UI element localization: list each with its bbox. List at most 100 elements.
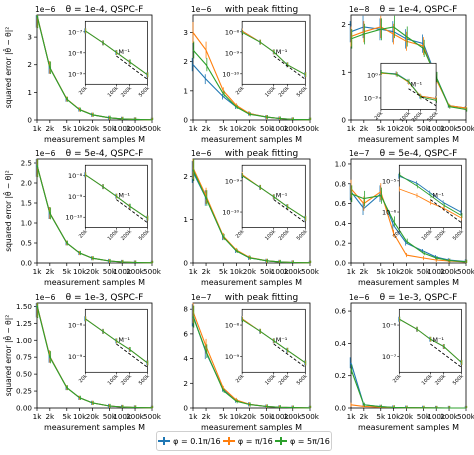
inset-y-tick-label: 10⁻⁸	[225, 28, 240, 36]
x-tick-label: 100k	[271, 412, 290, 421]
x-tick-label: 200k	[126, 124, 145, 133]
panel	[34, 14, 154, 123]
panel-title: θ = 1e-3, QSPC-F	[66, 293, 144, 303]
x-tick-label: 1k	[33, 124, 43, 133]
inset-y-tick-label: 10⁻⁵	[382, 177, 397, 185]
reference-line-dashed	[116, 55, 148, 80]
series-line	[36, 165, 153, 264]
y-tick-label: 0.0	[21, 259, 33, 268]
legend: φ = 0.1π/16 φ = π/16 φ = 5π/16	[156, 431, 332, 451]
x-tick-label: 1k	[33, 412, 43, 421]
legend-item: φ = 0.1π/16	[158, 437, 221, 446]
inset-series-line	[399, 174, 462, 216]
x-tick-label: 20k	[400, 267, 414, 276]
y-axis-label: squared error |θ̂ − θ|²	[4, 315, 13, 397]
x-tick-label: 20k	[243, 124, 257, 133]
legend-swatch-blue	[158, 437, 171, 445]
x-axis-label: measurement samples M	[201, 135, 302, 144]
axis-offset-label: 1e−7	[191, 293, 212, 302]
reference-line-dashed	[273, 55, 306, 80]
x-tick-label: 20k	[86, 412, 100, 421]
inset-series-line	[241, 32, 306, 75]
x-tick-label: 1k	[347, 124, 357, 133]
x-tick-label: 10k	[73, 412, 87, 421]
x-tick-label: 500k	[143, 412, 162, 421]
y-tick-label: 0.2	[335, 239, 346, 248]
y-tick-label: 1.0	[21, 219, 33, 228]
panel-title: θ = 1e-4, QSPC-F	[66, 5, 144, 15]
inset-y-tick-label: 10⁻³	[364, 94, 379, 102]
inset-x-tick-label: 20k	[392, 229, 403, 240]
series-line	[350, 369, 466, 409]
inset-annotation: M⁻¹	[118, 48, 130, 56]
legend-swatch-green	[274, 437, 287, 445]
y-tick-label: 2	[183, 172, 188, 181]
inset-plot	[378, 62, 438, 112]
y-tick-label: 1.0	[335, 159, 347, 168]
x-tick-label: 200k	[126, 267, 145, 276]
x-tick-label: 100k	[427, 267, 446, 276]
inset-x-tick-label: 20k	[78, 85, 89, 96]
x-tick-label: 500k	[301, 124, 320, 133]
y-tick-label: 0.75	[16, 353, 32, 362]
x-tick-label: 50k	[103, 267, 117, 276]
y-tick-label: 0.0	[335, 259, 347, 268]
x-tick-label: 100k	[427, 412, 446, 421]
x-tick-label: 1k	[347, 267, 357, 276]
axis-offset-label: 1e−6	[35, 5, 56, 14]
legend-label: φ = 5π/16	[289, 436, 330, 446]
legend-swatch-orange	[222, 437, 235, 445]
inset-annotation: M⁻¹	[411, 81, 423, 89]
inset-y-tick-label: 10⁻¹⁰	[222, 70, 239, 78]
reference-line-dashed	[430, 343, 462, 368]
x-tick-label: 500k	[143, 124, 162, 133]
x-tick-label: 500k	[301, 412, 320, 421]
y-tick-label: 0.4	[335, 219, 347, 228]
x-tick-label: 50k	[417, 124, 431, 133]
x-tick-label: 1k	[189, 124, 199, 133]
x-tick-label: 500k	[457, 267, 474, 276]
reference-line-dashed	[116, 199, 148, 224]
y-tick-label: 0.00	[16, 404, 32, 413]
inset-plot	[83, 308, 149, 375]
panel	[190, 158, 312, 266]
inset-series-line	[399, 318, 462, 363]
y-tick-label: 0.4	[335, 339, 347, 348]
panel-title: θ = 1e-3, QSPC-F	[380, 293, 458, 303]
y-tick-label: 1.5	[21, 199, 32, 208]
legend-item: φ = π/16	[222, 437, 273, 446]
series-line	[350, 193, 467, 263]
inset-frame	[84, 308, 148, 373]
x-tick-label: 20k	[243, 412, 257, 421]
reference-line-dashed	[273, 199, 306, 224]
reference-line-dashed	[430, 199, 462, 224]
x-tick-label: 5k	[219, 267, 229, 276]
x-tick-label: 1k	[33, 267, 43, 276]
x-tick-label: 500k	[457, 124, 474, 133]
inset-annotation: M⁻¹	[432, 192, 444, 200]
legend-item: φ = 5π/16	[274, 436, 330, 446]
y-tick-label: 1	[183, 86, 188, 95]
inset-series-line	[241, 319, 306, 364]
series-line	[36, 15, 153, 121]
x-tick-label: 5k	[376, 124, 386, 133]
x-tick-label: 20k	[400, 124, 414, 133]
y-tick-label: 0	[27, 116, 32, 125]
y-tick-label: 2.5	[21, 159, 32, 168]
inset-y-tick-label: 10⁻⁹	[68, 193, 83, 201]
y-tick-label: 1	[341, 68, 346, 77]
x-tick-label: 500k	[301, 267, 320, 276]
y-tick-label: 0	[183, 259, 188, 268]
inset-y-tick-label: 10⁻⁹	[225, 177, 240, 185]
series-line	[192, 316, 311, 409]
x-axis-label: measurement samples M	[44, 278, 145, 287]
inset-series-line	[85, 174, 148, 219]
series-line	[350, 191, 467, 263]
y-tick-label: 3	[183, 28, 188, 37]
x-tick-label: 1k	[189, 412, 199, 421]
x-tick-label: 5k	[376, 267, 386, 276]
y-tick-label: 0	[183, 404, 188, 413]
x-tick-label: 10k	[387, 124, 401, 133]
x-tick-label: 1k	[189, 267, 199, 276]
